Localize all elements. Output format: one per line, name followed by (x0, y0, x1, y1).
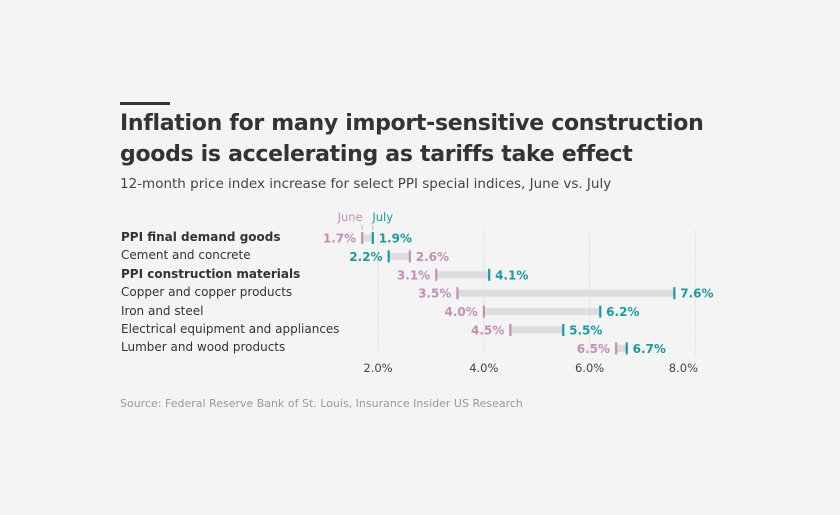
source-note: Source: Federal Reserve Bank of St. Loui… (120, 397, 523, 410)
july-value-label: 6.7% (633, 342, 666, 356)
july-value-label: 1.9% (379, 232, 412, 246)
category-label: Electrical equipment and appliances (121, 322, 340, 336)
category-label: PPI final demand goods (121, 230, 281, 244)
july-marker (387, 250, 390, 263)
chart-title: Inflation for many import-sensitive cons… (120, 111, 704, 167)
category-label: Copper and copper products (121, 285, 293, 300)
category-label: Cement and concrete (121, 248, 251, 263)
july-marker (673, 287, 676, 300)
range-bar (483, 308, 601, 316)
june-marker (482, 305, 485, 318)
june-marker (435, 268, 438, 281)
july-value-label: 2.2% (349, 250, 382, 264)
range-bar (457, 289, 675, 297)
category-label: Lumber and wood products (121, 340, 286, 355)
june-marker (361, 232, 364, 244)
june-value-label: 3.1% (397, 268, 430, 282)
x-tick-label: 4.0% (469, 361, 498, 375)
range-bar (510, 326, 564, 334)
june-marker (509, 324, 512, 336)
category-label: PPI construction materials (121, 266, 301, 281)
x-tick-label: 6.0% (575, 361, 604, 375)
june-value-label: 2.6% (416, 250, 449, 264)
july-value-label: 4.1% (495, 268, 528, 282)
july-marker (371, 232, 374, 244)
july-value-label: 7.6% (680, 287, 713, 301)
range-bar (616, 344, 627, 352)
chart-subtitle: 12-month price index increase for select… (120, 176, 612, 192)
july-value-label: 5.5% (569, 324, 602, 338)
june-value-label: 4.0% (445, 305, 478, 319)
category-label: Iron and steel (121, 303, 204, 318)
june-value-label: 1.7% (323, 232, 356, 246)
legend-june: June (337, 210, 363, 224)
x-tick-label: 2.0% (363, 361, 392, 375)
july-value-label: 6.2% (606, 305, 639, 319)
june-marker (408, 250, 411, 263)
july-marker (599, 305, 602, 318)
july-marker (562, 324, 565, 336)
range-bar (436, 271, 490, 279)
range-bar (388, 252, 410, 260)
legend-july: July (371, 210, 393, 224)
july-marker (625, 342, 628, 355)
june-value-label: 3.5% (418, 287, 451, 301)
range-bar (362, 234, 373, 242)
july-marker (488, 268, 491, 281)
june-marker (615, 342, 618, 355)
x-tick-label: 8.0% (669, 361, 698, 375)
june-value-label: 4.5% (471, 324, 504, 338)
title-accent-rule (120, 102, 170, 105)
june-value-label: 6.5% (577, 342, 610, 356)
june-marker (456, 287, 459, 300)
